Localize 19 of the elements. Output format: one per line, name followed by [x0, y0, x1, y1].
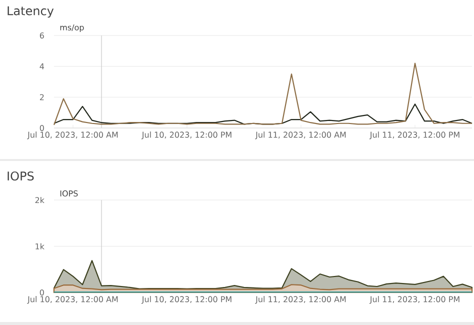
- x-tick-label: Jul 11, 2023, 12:00 AM: [255, 296, 346, 304]
- x-tick-label: Jul 10, 2023, 12:00 AM: [27, 296, 118, 304]
- x-tick-label: Jul 11, 2023, 12:00 AM: [255, 132, 346, 140]
- y-tick-label: 6: [40, 32, 44, 39]
- x-tick-label: Jul 10, 2023, 12:00 AM: [27, 132, 118, 140]
- y-tick-label: 2k: [35, 196, 44, 204]
- chart-title: IOPS: [8, 171, 34, 181]
- y-axis-title: ms/op: [60, 24, 84, 32]
- x-tick-label: Jul 11, 2023, 12:00 PM: [369, 132, 460, 140]
- y-tick-label: 4: [40, 63, 44, 70]
- y-tick-label: 0: [40, 289, 44, 296]
- chart-title: Latency: [8, 6, 54, 18]
- y-tick-label: 0: [40, 124, 44, 132]
- y-tick-label: 2: [40, 94, 44, 100]
- y-axis-title: IOPS: [60, 190, 78, 196]
- x-tick-label: Jul 11, 2023, 12:00 PM: [369, 296, 460, 304]
- x-tick-label: Jul 10, 2023, 12:00 PM: [141, 296, 232, 304]
- x-tick-label: Jul 10, 2023, 12:00 PM: [141, 132, 232, 140]
- y-tick-label: 1k: [36, 243, 44, 250]
